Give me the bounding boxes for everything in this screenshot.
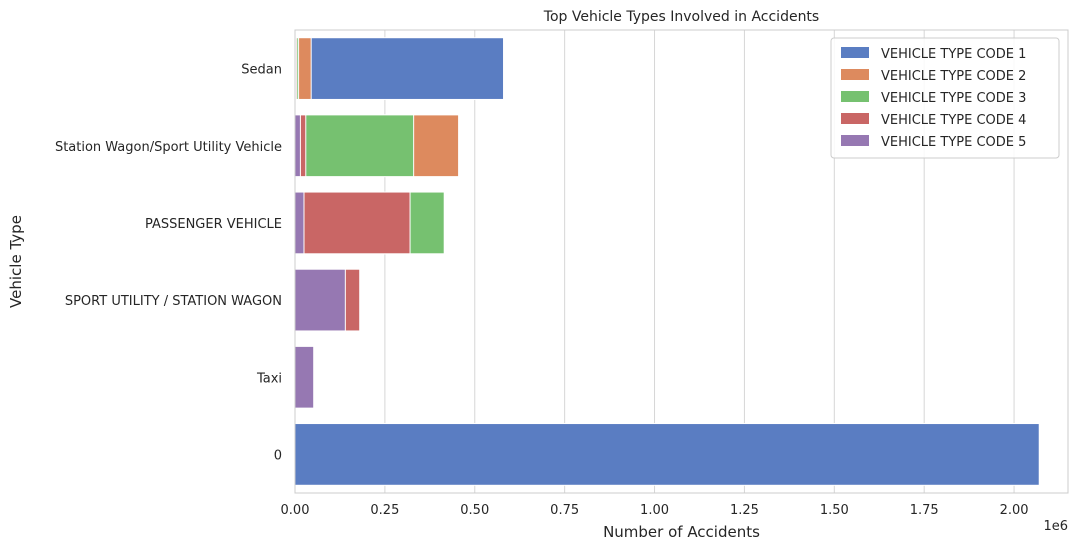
y-tick-label: Taxi: [256, 371, 282, 386]
x-axis-offset-label: 1e6: [1043, 519, 1068, 534]
plot-frame: [294, 29, 1069, 494]
bar: [294, 345, 315, 409]
legend-label: VEHICLE TYPE CODE 1: [881, 47, 1026, 62]
legend-swatch: [841, 113, 869, 124]
bar: [294, 191, 305, 255]
bar: [294, 37, 505, 100]
bar: [294, 114, 415, 178]
bar: [294, 191, 411, 255]
x-tick-label: 1.75: [910, 503, 939, 518]
x-tick-label: 0.75: [550, 503, 579, 518]
chart-title: Top Vehicle Types Involved in Accidents: [543, 9, 819, 25]
legend-swatch: [841, 91, 869, 102]
legend-label: VEHICLE TYPE CODE 2: [881, 69, 1026, 84]
y-tick-label: SPORT UTILITY / STATION WAGON: [65, 294, 282, 309]
y-tick-label: 0: [274, 448, 282, 463]
x-tick-label: 1.25: [730, 503, 759, 518]
bar: [294, 114, 301, 178]
x-tick-label: 1.00: [640, 503, 669, 518]
x-tick-label: 2.00: [1000, 503, 1029, 518]
y-axis-label: Vehicle Type: [7, 215, 25, 308]
bar: [294, 423, 1040, 486]
y-tick-label: Sedan: [241, 63, 282, 78]
y-tick-labels: Sedan Station Wagon/Sport Utility Vehicle…: [55, 63, 282, 464]
x-tick-label: 0.25: [370, 503, 399, 518]
x-axis-label: Number of Accidents: [603, 523, 760, 541]
legend-label: VEHICLE TYPE CODE 4: [881, 113, 1026, 128]
legend-swatch: [841, 47, 869, 58]
x-tick-label: 0.50: [460, 503, 489, 518]
bar: [294, 268, 346, 332]
legend-swatch: [841, 69, 869, 80]
x-tick-labels: 0.00 0.25 0.50 0.75 1.00 1.25 1.50 1.75 2.00: [281, 503, 1029, 518]
legend-label: VEHICLE TYPE CODE 3: [881, 91, 1026, 106]
legend-swatch: [841, 135, 869, 146]
y-tick-label: Station Wagon/Sport Utility Vehicle: [55, 140, 282, 155]
bars: [294, 37, 1040, 486]
legend-label: VEHICLE TYPE CODE 5: [881, 135, 1026, 150]
y-tick-label: PASSENGER VEHICLE: [145, 217, 282, 232]
legend: VEHICLE TYPE CODE 1 VEHICLE TYPE CODE 2 VE…: [830, 37, 1060, 159]
legend-frame: [830, 37, 1060, 159]
x-tick-label: 1.50: [820, 503, 849, 518]
x-tick-label: 0.00: [281, 503, 310, 518]
